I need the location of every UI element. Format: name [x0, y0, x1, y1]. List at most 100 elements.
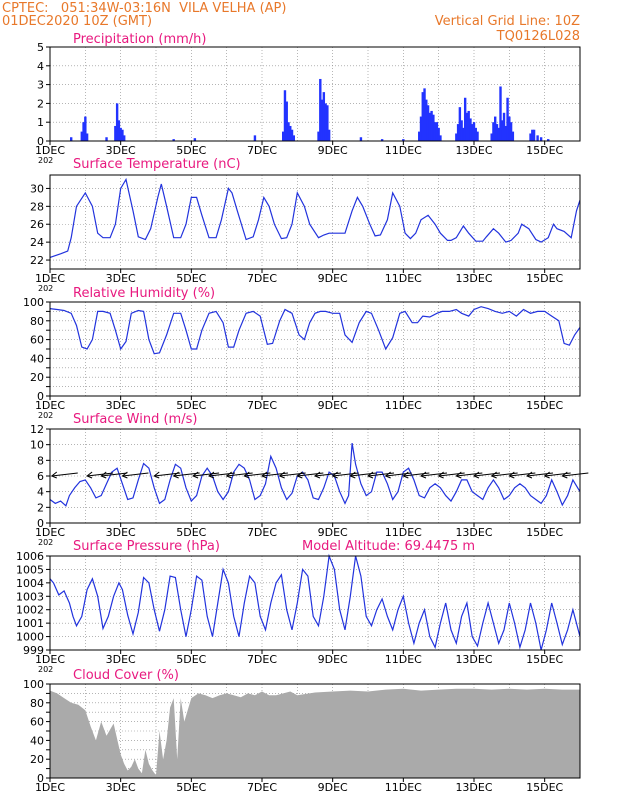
panel-1-ytick-label: 0	[37, 135, 44, 148]
panel-2-line	[49, 177, 581, 258]
panel-1-bar	[499, 86, 502, 141]
panel-1-bar	[532, 129, 536, 141]
panel-3-xtick-label: 15DEC	[526, 399, 563, 412]
panel-1-bar	[172, 139, 175, 141]
panel-1-bar	[82, 122, 85, 141]
panel-6-xtick-label: 7DEC	[247, 781, 277, 794]
wind-arrow-shaft	[87, 472, 114, 477]
panel-2-ytick-label: 28	[30, 200, 44, 213]
panel-5-frame	[49, 555, 581, 651]
wind-arrow-head	[121, 471, 128, 479]
panel-6-ytick-label: 20	[30, 753, 44, 766]
panel-3-xtick-label: 7DEC	[247, 399, 277, 412]
panel-5-ytick-label: 1002	[16, 604, 44, 617]
panel-1-xtick-label: 3DEC	[106, 144, 136, 157]
panel-1-bar	[421, 92, 424, 141]
panel-4-xtick-label: 11DEC	[385, 526, 422, 539]
panel-3-xtick-label: 9DEC	[318, 399, 348, 412]
wind-arrow-head	[296, 471, 303, 479]
panel-1-bar	[359, 137, 363, 141]
panel-1-bar	[501, 120, 504, 141]
panel-1-bar	[497, 127, 500, 141]
panel-1-bar	[117, 120, 121, 141]
panel-1-bar	[474, 127, 477, 141]
wind-arrow-head	[331, 471, 338, 479]
panel-6-xtick-label: 3DEC	[106, 781, 136, 794]
wind-arrow-head	[367, 471, 374, 479]
panel-1-bar	[121, 129, 124, 141]
panel-2-xtick-label: 9DEC	[318, 272, 348, 285]
panel-1-bar	[494, 116, 497, 141]
panel-2-xtick-label: 15DEC	[526, 272, 563, 285]
panel-4-ytick-label: 4	[37, 486, 44, 499]
header-grid-line: Vertical Grid Line: 10Z	[434, 14, 580, 29]
wind-arrow-shaft	[261, 472, 289, 477]
wind-arrow-shaft	[420, 472, 448, 477]
wind-arrow-head	[261, 471, 268, 479]
panel-1-bar	[439, 135, 442, 141]
panel-1-bar	[509, 122, 513, 141]
panel-3-xtick-label: 1DEC	[35, 399, 65, 412]
panel-1-bar	[319, 78, 322, 141]
panel-5-xtick-label: 11DEC	[385, 653, 422, 666]
panel-4-xtick-label: 5DEC	[176, 526, 206, 539]
panel-5-annotation: Model Altitude: 69.4475 m	[302, 539, 475, 554]
panel-5-xtick-label: 1DEC	[35, 653, 65, 666]
panel-3-ytick-label: 20	[30, 371, 44, 384]
panel-1-bar	[508, 116, 511, 141]
wind-arrow-shaft	[101, 472, 128, 477]
panel-6-ytick-label: 80	[30, 697, 44, 710]
panel-1-bar	[435, 122, 439, 141]
panel-2-frame	[49, 174, 581, 270]
wind-arrow-head	[490, 471, 497, 479]
wind-arrow-head	[225, 471, 232, 479]
wind-arrow-shaft	[491, 472, 518, 477]
wind-arrow-shaft	[122, 472, 149, 477]
panel-2-xtick-label: 1DEC	[35, 272, 65, 285]
wind-arrow-head	[455, 471, 462, 479]
panel-1-bar	[469, 118, 472, 141]
wind-arrow-head	[543, 471, 550, 479]
panel-1-bar	[290, 129, 294, 141]
panel-4-title: Surface Wind (m/s)	[73, 412, 197, 427]
panel-1-bar	[418, 131, 421, 141]
panel-5-xtick-label: 9DEC	[318, 653, 348, 666]
panel-1-bar	[536, 135, 539, 141]
panel-1-bar	[490, 133, 493, 141]
header-station: CPTEC: 051:34W-03:16N VILA VELHA (AP)	[2, 1, 287, 16]
panel-3-ytick-label: 100	[23, 296, 44, 309]
panel-1-bar	[425, 99, 428, 141]
panel-6-xtick-label: 9DEC	[318, 781, 348, 794]
panel-1-xtick-label: 13DEC	[455, 144, 492, 157]
panel-1-xtick-label: 9DEC	[318, 144, 348, 157]
panel-1-bar	[463, 97, 467, 141]
wind-arrow-shaft	[154, 472, 181, 477]
panel-3-xtick-label: 11DEC	[385, 399, 422, 412]
panel-1-bar	[502, 112, 506, 141]
panel-5-xtick-label: 7DEC	[247, 653, 277, 666]
panel-5-xtick-label: 3DEC	[106, 653, 136, 666]
panel-6-ytick-label: 60	[30, 716, 44, 729]
panel-1-bar	[193, 138, 197, 141]
wind-arrow-shaft	[473, 472, 501, 477]
panel-1-bar	[105, 137, 108, 141]
panel-3-ytick-label: 60	[30, 334, 44, 347]
panel-2-xtick-label: 5DEC	[176, 272, 206, 285]
panel-1-bar	[317, 131, 320, 141]
panel-1-bar	[504, 125, 507, 141]
wind-arrow-shaft	[544, 472, 571, 477]
panel-5-year-fragment: 202	[38, 665, 53, 674]
wind-arrow-shaft	[173, 472, 200, 477]
panel-1-ytick-label: 3	[37, 79, 44, 92]
panel-1-bar	[456, 124, 460, 141]
panel-2-xtick-label: 13DEC	[455, 272, 492, 285]
panel-1-bar	[455, 133, 458, 141]
panel-2-ytick-label: 26	[30, 218, 44, 231]
wind-arrow-shaft	[297, 472, 324, 477]
panel-2-xtick-label: 11DEC	[385, 272, 422, 285]
panel-6-title: Cloud Cover (%)	[73, 668, 179, 683]
wind-arrow-head	[384, 471, 391, 479]
panel-5-xtick-label: 15DEC	[526, 653, 563, 666]
panel-1-ytick-label: 2	[37, 97, 44, 110]
panel-1-year-fragment: 202	[38, 156, 53, 165]
